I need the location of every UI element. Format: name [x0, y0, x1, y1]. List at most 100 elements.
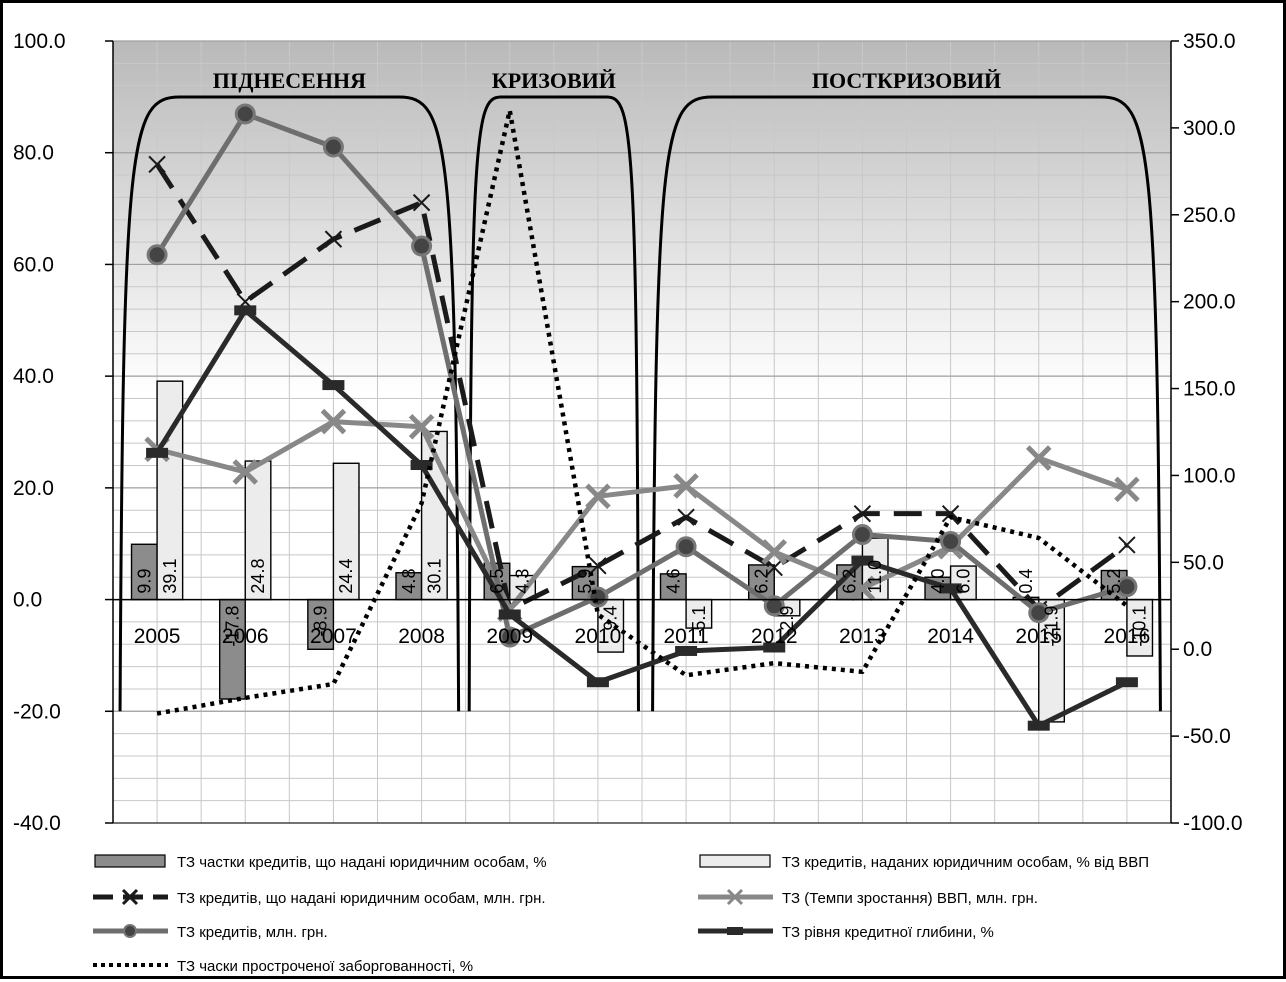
bar-label-s1-2012: -2.9	[777, 606, 797, 637]
legend-item-4: ТЗ кредитів, млн. грн.	[93, 924, 328, 941]
point-0-2011	[677, 508, 695, 526]
x-tick-2014: 2014	[927, 625, 974, 648]
y-right-tick: 50.0	[1183, 551, 1224, 574]
legend-label: ТЗ кредитів, млн. грн.	[177, 924, 328, 941]
point-0-2010	[589, 557, 607, 575]
point-2-2011	[675, 536, 697, 558]
bar-s1-2010	[597, 598, 625, 653]
phase-outline-1	[467, 95, 640, 712]
point-2-2009	[499, 626, 521, 648]
bar-s1-2005	[156, 380, 184, 601]
point-1-2015	[1025, 445, 1052, 471]
y-left-tick: 40.0	[13, 365, 54, 388]
point-3-2006	[234, 305, 257, 316]
x-tick-2012: 2012	[751, 625, 798, 648]
bar-label-s0-2016: 5.2	[1104, 569, 1124, 594]
point-2-2015	[1028, 602, 1050, 624]
y-left-tick: 0.0	[13, 589, 42, 612]
point-1-2006	[232, 459, 259, 485]
point-1-2013	[849, 575, 876, 602]
point-3-2005	[146, 447, 169, 458]
phase-label-1: КРИЗОВИЙ	[492, 68, 616, 93]
y-left-tick: 60.0	[13, 253, 54, 276]
y-right-tick: -100.0	[1183, 812, 1243, 835]
legend-label: ТЗ (Темпи зростання) ВВП, млн. грн.	[782, 890, 1038, 907]
point-3-2015	[1027, 720, 1050, 731]
point-1-2016	[1114, 476, 1140, 503]
legend-item-6: ТЗ часки простроченої заборгованності, %	[93, 958, 473, 975]
y-left-tick: 80.0	[13, 142, 54, 165]
point-2-2008	[411, 235, 433, 257]
point-2-2006	[234, 103, 256, 125]
point-0-2007	[324, 230, 343, 248]
legend-item-0: ТЗ частки кредитів, що надані юридичним …	[94, 854, 547, 871]
point-0-2005	[148, 155, 166, 174]
x-tick-2007: 2007	[310, 625, 357, 648]
y-left-tick: -40.0	[13, 812, 61, 835]
legend-item-3: ТЗ (Темпи зростання) ВВП, млн. грн.	[698, 888, 1038, 907]
bar-label-s0-2013: 6.2	[840, 569, 860, 594]
bar-label-s0-2005: 9.9	[134, 569, 154, 594]
bar-label-s1-2005: 39.1	[160, 559, 180, 594]
y-right-tick: 250.0	[1183, 204, 1236, 227]
bar-s0-2006	[218, 598, 246, 700]
bar-s1-2011	[685, 598, 713, 629]
y-left-tick: -20.0	[13, 700, 61, 723]
y-left-tick: 20.0	[13, 477, 54, 500]
bar-label-s1-2016: -10.1	[1130, 606, 1150, 647]
bar-label-s1-2006: 24.8	[248, 559, 268, 594]
bar-s1-2007	[332, 462, 360, 601]
point-2-2007	[322, 136, 344, 158]
series-line-2	[154, 111, 1128, 640]
point-3-2010	[586, 677, 609, 688]
legend-marker	[727, 927, 743, 935]
bar-label-s0-2014: 4.0	[928, 569, 948, 594]
point-3-2007	[322, 380, 345, 391]
bar-s0-2008	[395, 572, 423, 601]
bar-label-s0-2008: 4.8	[399, 569, 419, 594]
bar-label-s0-2011: 4.6	[663, 569, 683, 594]
point-0-2016	[1118, 536, 1136, 554]
x-tick-2008: 2008	[398, 625, 445, 648]
chart: ПІДНЕСЕННЯ КРИЗОВИЙ ПОСТКРИЗОВИЙ -40.0 -20.…	[13, 30, 1243, 975]
bar-s0-2007	[307, 598, 335, 650]
legend-item-1: ТЗ кредитів, наданих юридичним особам, %…	[699, 854, 1149, 871]
bar-s0-2005	[130, 543, 158, 601]
y-right-tick: 350.0	[1183, 30, 1236, 53]
point-1-2011	[673, 473, 699, 499]
point-1-2012	[761, 539, 788, 565]
bar-label-s0-2015: 0.4	[1016, 569, 1036, 594]
bar-label-s0-2010: 5.9	[575, 569, 595, 594]
y-right-tick: 150.0	[1183, 378, 1236, 401]
point-3-2008	[410, 460, 433, 471]
bar-label-s1-2013: 11.0	[865, 560, 885, 594]
point-3-2014	[939, 583, 962, 594]
legend-swatch	[699, 854, 771, 868]
bar-s1-2016	[1126, 598, 1154, 657]
x-tick-2016: 2016	[1104, 625, 1151, 648]
legend-marker	[121, 888, 139, 906]
bar-label-s1-2014: 6.0	[953, 569, 973, 594]
bar-label-s1-2010: -9.4	[601, 606, 621, 637]
point-2-2014	[940, 530, 962, 552]
x-tick-2005: 2005	[134, 625, 181, 648]
phase-label-0: ПІДНЕСЕННЯ	[213, 68, 366, 93]
point-1-2008	[408, 414, 435, 440]
y-right-tick: 300.0	[1183, 117, 1236, 140]
y-right-tick: -50.0	[1183, 725, 1231, 748]
x-tick-2013: 2013	[839, 625, 886, 648]
x-tick-2015: 2015	[1015, 625, 1062, 648]
bar-label-s1-2015: -21.9	[1042, 606, 1062, 647]
point-0-2012	[765, 558, 783, 577]
point-3-2016	[1115, 677, 1138, 688]
point-2-2016	[1116, 576, 1138, 598]
legend-label: ТЗ частки кредитів, що надані юридичним …	[177, 854, 547, 871]
legend-marker	[123, 924, 137, 938]
point-1-2007	[320, 408, 347, 435]
x-tick-2011: 2011	[663, 625, 708, 648]
phase-outline-2	[651, 95, 1162, 712]
series-line-1	[156, 419, 1128, 612]
y-right-tick: 200.0	[1183, 291, 1236, 314]
x-tick-2006: 2006	[222, 625, 269, 648]
